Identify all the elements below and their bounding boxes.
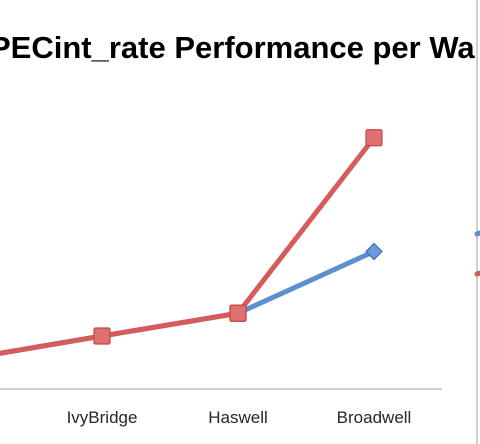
- x-tick-label-4: Broadwell: [337, 408, 412, 427]
- marker-layer: [93, 129, 383, 345]
- series-2-point-2: [93, 327, 111, 345]
- x-tick-label-3: Haswell: [208, 408, 268, 427]
- series-2-point-3-top: [229, 304, 247, 322]
- chart-title: PECint_rate Performance per Wa: [0, 30, 475, 65]
- legend-marker-2: [474, 270, 480, 277]
- series-2-point-4: [365, 129, 383, 147]
- x-tick-label-2: IvyBridge: [67, 408, 138, 427]
- x-tick-labels: geIvyBridgeHaswellBroadwell: [67, 408, 412, 427]
- series-layer: [0, 135, 377, 356]
- series-1-point-4: [365, 242, 383, 261]
- legend-marker-1: [474, 230, 480, 237]
- legend: [474, 230, 480, 277]
- series-line-2: [0, 135, 377, 356]
